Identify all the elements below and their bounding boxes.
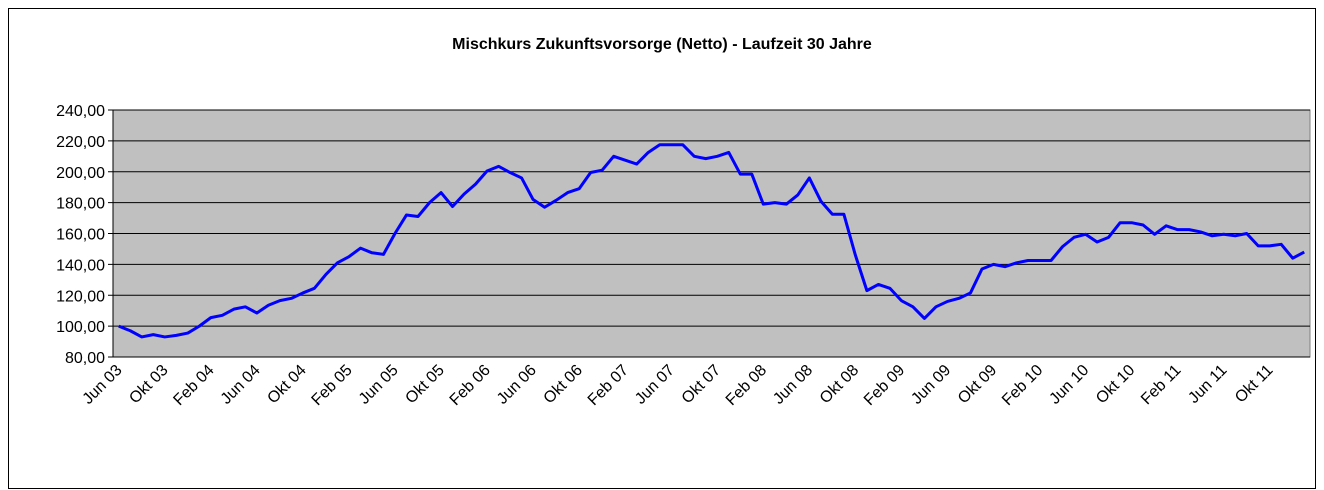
y-tick-label: 120,00 <box>56 288 105 305</box>
y-tick-label: 200,00 <box>56 165 105 182</box>
y-tick-label: 140,00 <box>56 257 105 274</box>
y-tick-label: 100,00 <box>56 319 105 336</box>
chart-title: Mischkurs Zukunftsvorsorge (Netto) - Lau… <box>452 36 872 53</box>
y-tick-label: 160,00 <box>56 227 105 244</box>
y-tick-label: 240,00 <box>56 103 105 120</box>
y-tick-label: 180,00 <box>56 196 105 213</box>
data-line <box>118 143 1305 339</box>
y-tick-label: 80,00 <box>65 350 105 367</box>
y-tick-label: 220,00 <box>56 134 105 151</box>
